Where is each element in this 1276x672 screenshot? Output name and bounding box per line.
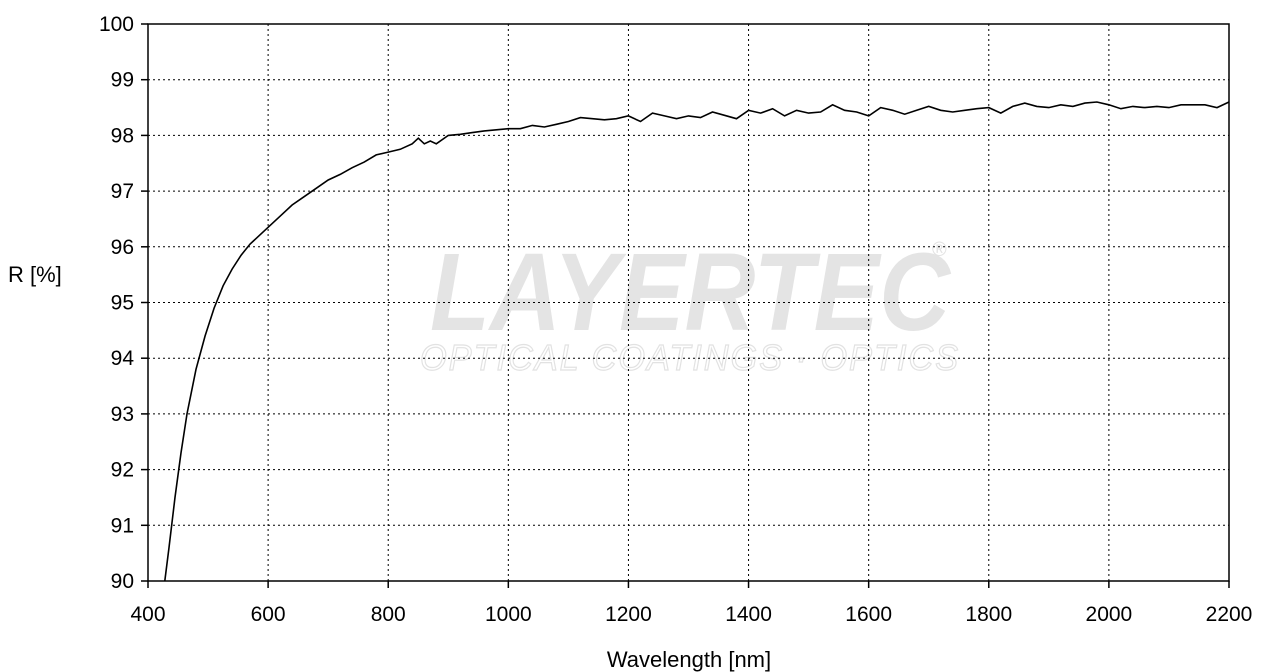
watermark: LAYERTEC ® OPTICAL COATINGS · OPTICS [419,231,960,379]
watermark-tagline: OPTICAL COATINGS · OPTICS [420,337,960,378]
y-axis-label: R [%] [8,262,62,287]
plot-frame [147,23,1230,582]
x-axis-label: Wavelength [nm] [607,647,771,672]
x-tick-label: 400 [130,603,165,626]
watermark-brand: LAYERTEC [430,231,951,354]
x-tick-label: 800 [371,603,406,626]
y-tick-label: 91 [111,514,134,537]
y-tick-label: 92 [111,459,134,482]
y-tick-label: 98 [111,124,134,147]
grid [148,24,1229,581]
x-tick-label: 2200 [1206,603,1253,626]
y-tick-labels: 90 91 92 93 94 95 96 97 98 99 100 [99,13,134,593]
reflectance-series-line [164,101,1230,582]
x-tick-labels: 400 600 800 1000 1200 1400 1600 1800 2000 2200 [130,603,1252,626]
x-tick-label: 2000 [1086,603,1133,626]
y-tick-label: 97 [111,180,134,203]
x-tick-label: 1200 [605,603,652,626]
series-layer [164,101,1230,582]
y-tick-label: 90 [111,570,134,593]
watermark-registered-mark: ® [932,239,947,261]
x-tick-label: 1600 [845,603,892,626]
x-tick-label: 1000 [485,603,532,626]
axis-ticks [141,23,1230,588]
y-tick-label: 94 [111,347,135,370]
y-tick-label: 96 [111,236,134,259]
y-tick-label: 93 [111,403,134,426]
x-tick-label: 1400 [725,603,772,626]
x-tick-label: 600 [251,603,286,626]
y-tick-label: 95 [111,292,134,315]
y-tick-label: 100 [99,13,134,36]
y-tick-label: 99 [111,69,134,92]
x-tick-label: 1800 [965,603,1012,626]
